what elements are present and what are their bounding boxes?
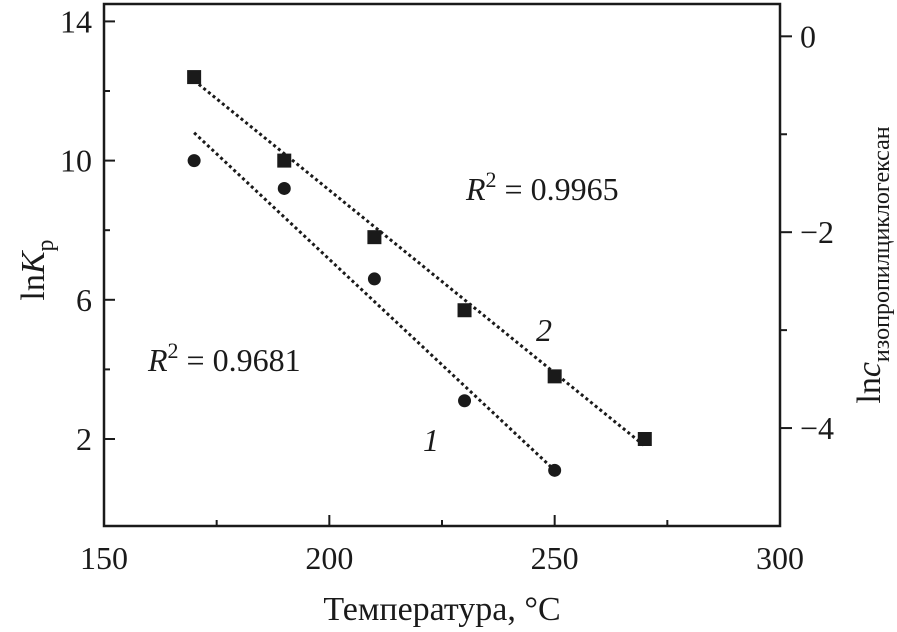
series-label-2: 2 [536,312,552,348]
y2-tick-label: −4 [800,410,834,446]
point-series-2 [637,432,652,446]
point-series-1 [458,394,472,408]
y2-axis-title-main: ln [851,377,888,403]
fit-line-series-2 [193,79,646,448]
y2-axis-title-sub: изопропилциклогексан [869,126,895,362]
point-series-2 [187,70,202,85]
y2-axis-title-italic: c [851,362,888,377]
x-tick-label: 200 [305,540,353,576]
y-tick-label: 14 [60,3,92,39]
r2-annotation-series-2: R2 = 0.9965 [465,167,619,207]
point-series-1 [277,181,291,195]
point-series-2 [367,230,382,245]
y2-tick-label: −2 [800,214,834,250]
y-axis-title-sub: p [33,239,59,251]
data-points [187,70,652,477]
x-axis-title: Температура, °C [323,591,560,628]
point-series-1 [548,463,562,477]
point-series-2 [457,303,472,318]
y2-tick-label: 0 [800,18,816,54]
x-tick-label: 250 [531,540,579,576]
y-tick-label: 2 [76,421,92,457]
x-tick-label: 150 [80,540,128,576]
y-tick-label: 6 [76,282,92,318]
point-series-2 [277,153,292,168]
point-series-1 [367,272,381,286]
axis-ticks: 150 200 250 300 2 6 10 14 0 −2 −4 [60,3,834,576]
r2-annotation-series-1: R2 = 0.9681 [147,338,301,378]
y2-axis-title: lncизопропилциклогексан [851,126,895,403]
point-series-2 [547,369,562,384]
y-axis-title-main: ln [15,274,52,300]
y-axis-title: lnKp [15,239,59,300]
fit-lines [193,79,646,472]
y-axis-title-italic: K [15,249,52,275]
series-label-1: 1 [423,422,439,458]
x-tick-label: 300 [756,540,804,576]
plot-frame [102,2,782,528]
point-series-1 [187,154,201,168]
y-tick-label: 10 [60,143,92,179]
fit-line-series-1 [193,131,556,472]
